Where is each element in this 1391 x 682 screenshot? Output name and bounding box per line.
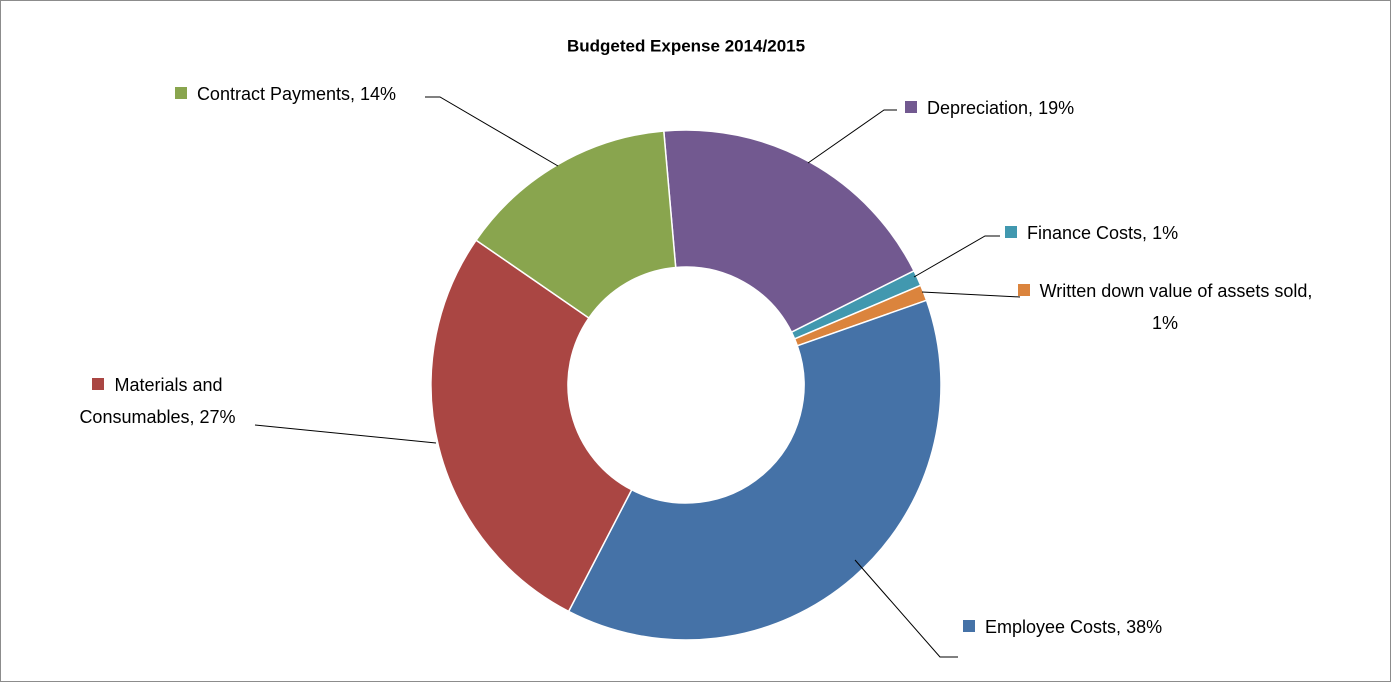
label-category: Depreciation, — [927, 98, 1034, 118]
data-label: Employee Costs, 38% — [963, 611, 1263, 643]
leader-line — [254, 424, 437, 444]
label-value: 27% — [199, 407, 236, 427]
label-category: Employee Costs, — [985, 617, 1122, 637]
data-label: Depreciation, 19% — [905, 92, 1225, 124]
leader-line — [913, 235, 1000, 278]
donut-slice — [662, 129, 916, 334]
label-value: 1% — [1152, 223, 1179, 243]
data-label: Finance Costs, 1% — [1005, 217, 1305, 249]
label-marker — [92, 378, 105, 390]
donut-slice — [567, 299, 942, 641]
data-label: Contract Payments, 14% — [148, 78, 423, 110]
label-marker — [1017, 284, 1030, 296]
donut-slice — [475, 130, 677, 320]
leader-line — [854, 559, 958, 658]
label-category: Materials and Consumables, — [79, 375, 223, 427]
label-value: 1% — [1151, 313, 1178, 333]
data-label: Materials and Consumables, 27% — [40, 369, 275, 433]
label-category: Finance Costs, — [1027, 223, 1148, 243]
label-value: 38% — [1126, 617, 1163, 637]
leader-line — [425, 96, 559, 167]
label-marker — [963, 620, 975, 632]
label-category: Written down value of assets sold, — [1039, 281, 1313, 301]
label-value: 19% — [1038, 98, 1075, 118]
data-label: Written down value of assets sold, 1% — [1015, 275, 1315, 339]
donut-slice — [430, 239, 633, 613]
chart-title: Budgeted Expense 2014/2015 — [567, 36, 805, 55]
label-marker — [174, 87, 187, 99]
leader-line — [807, 109, 897, 164]
label-category: Contract Payments, — [196, 84, 355, 104]
label-marker — [1005, 226, 1017, 238]
label-marker — [905, 101, 917, 113]
leader-line — [921, 291, 1021, 298]
label-value: 14% — [360, 84, 397, 104]
